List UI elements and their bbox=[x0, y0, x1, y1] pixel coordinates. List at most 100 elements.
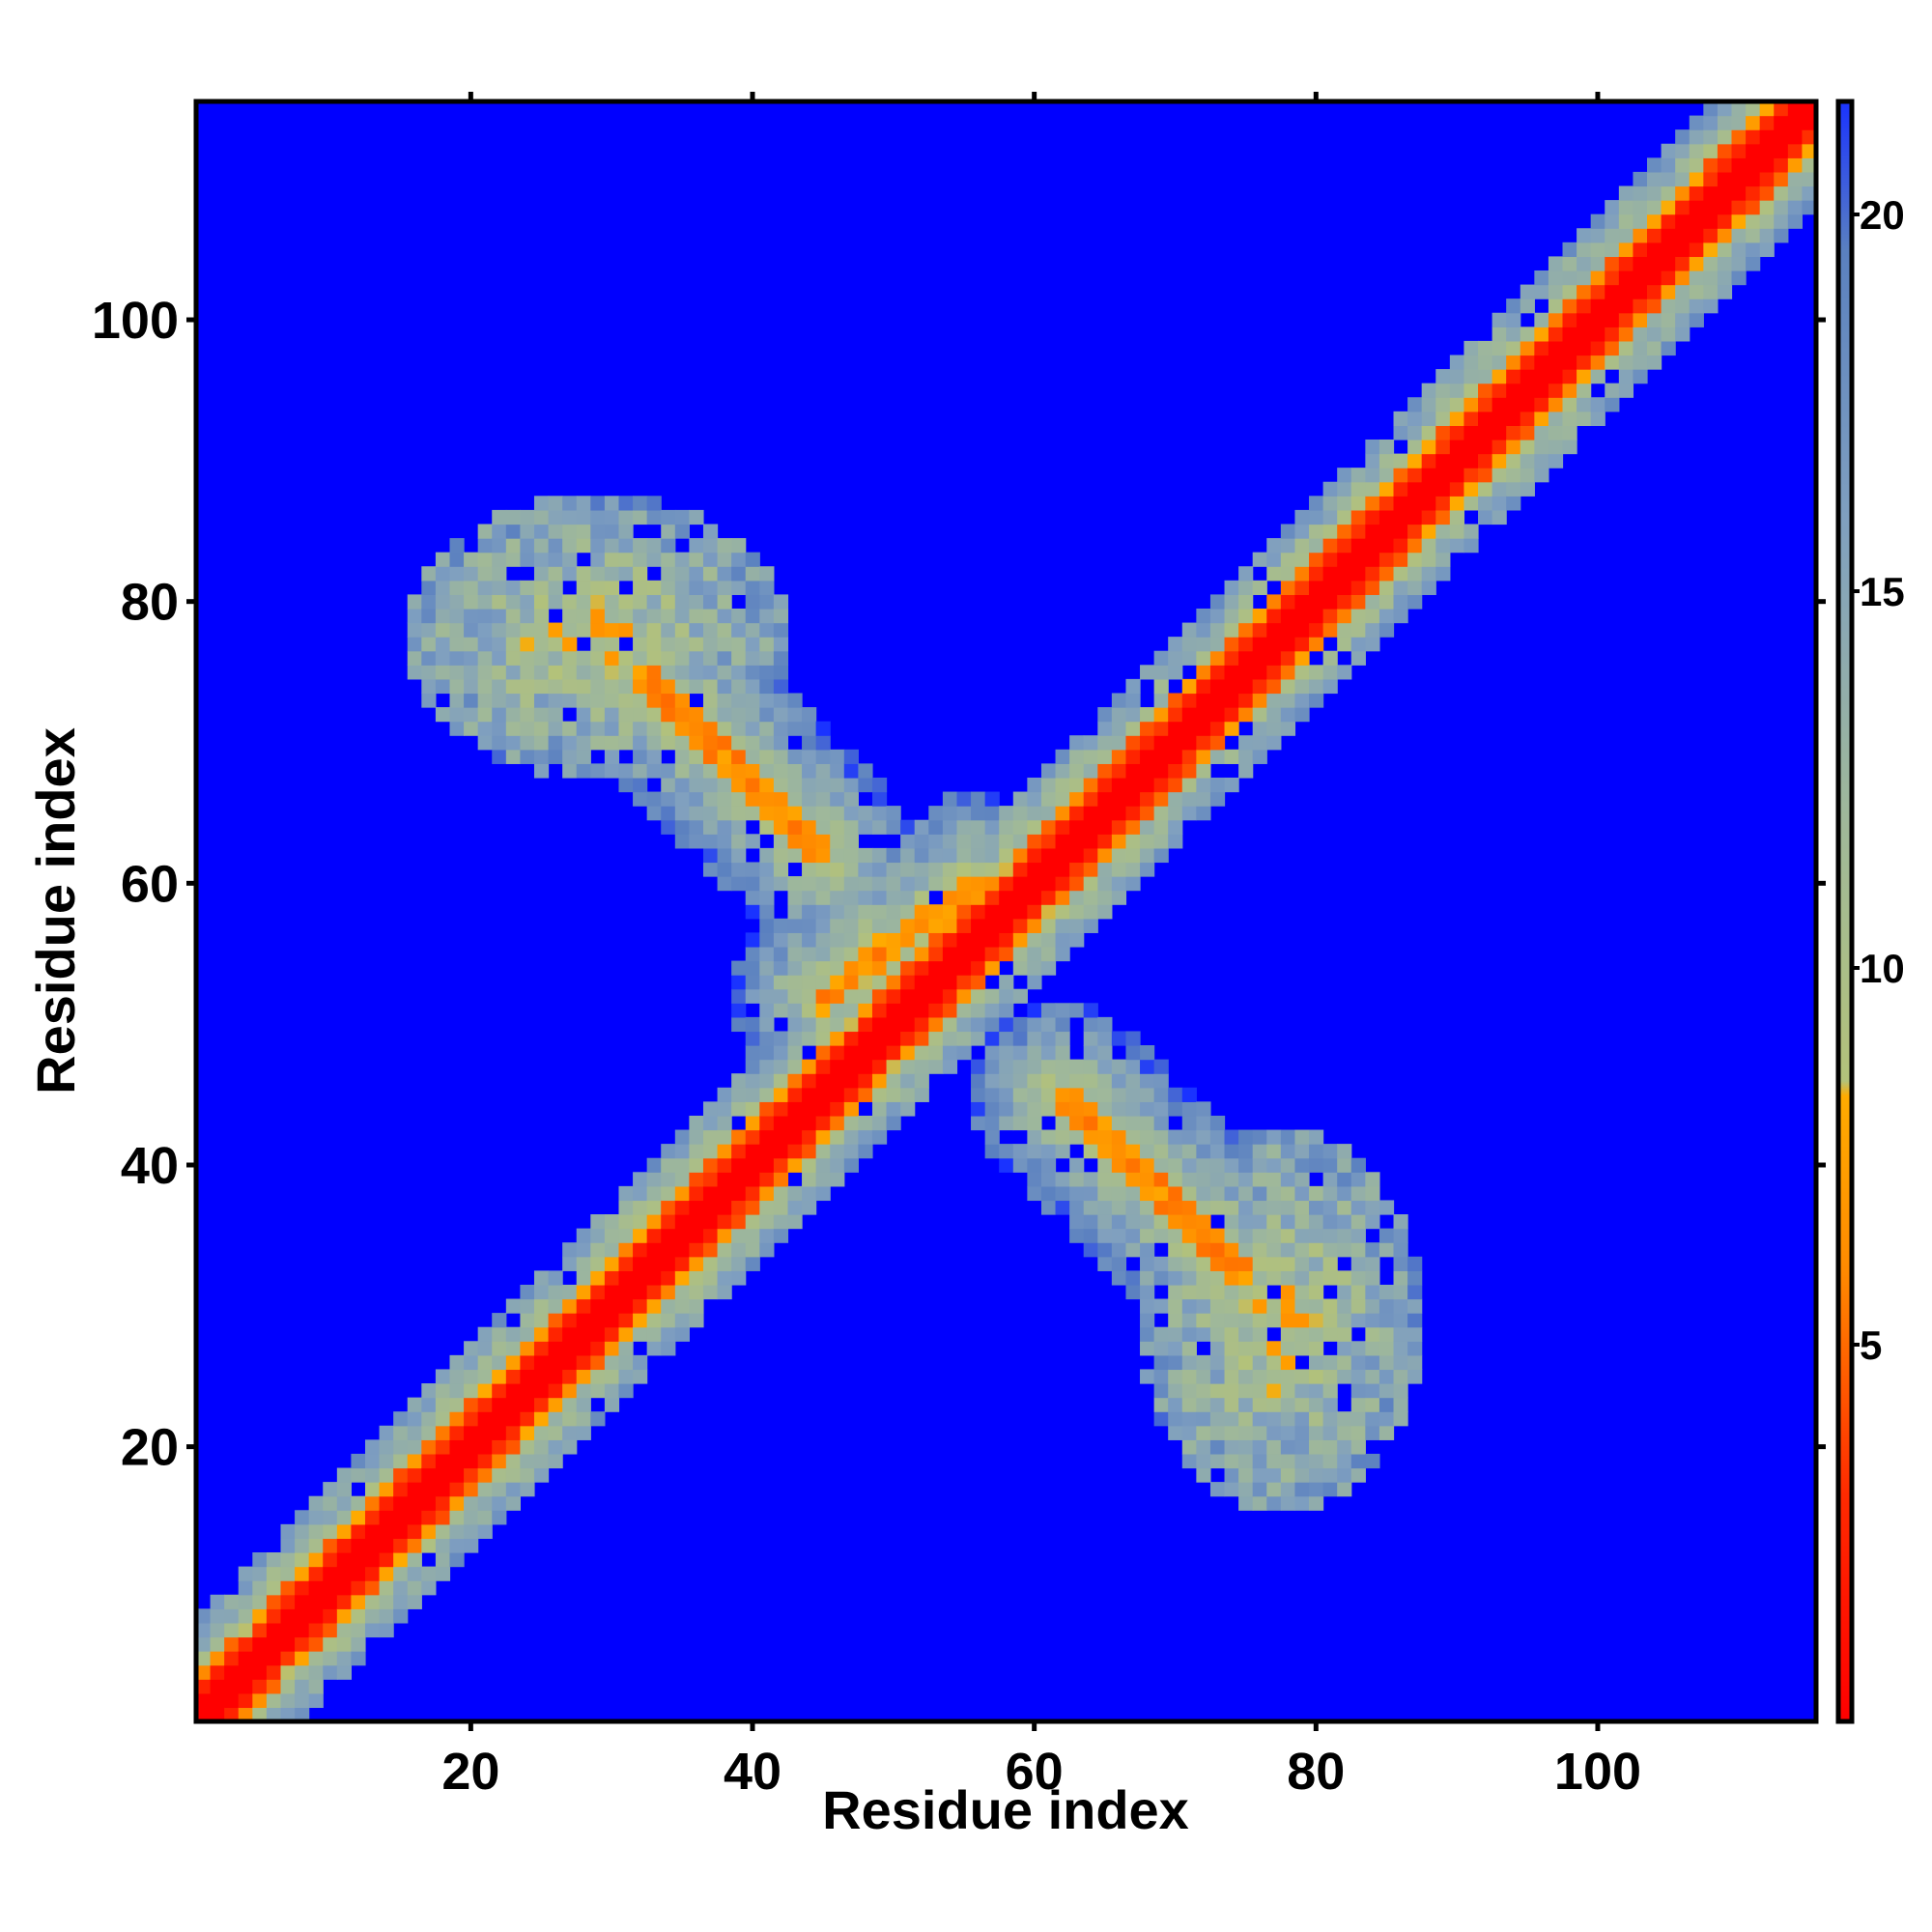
heatmap-cell bbox=[618, 650, 634, 666]
heatmap-cell bbox=[1647, 185, 1662, 201]
heatmap-cell bbox=[1506, 468, 1521, 483]
heatmap-cell bbox=[238, 1608, 253, 1624]
heatmap-cell bbox=[590, 552, 606, 567]
heatmap-cell bbox=[830, 1101, 845, 1117]
heatmap-cell bbox=[562, 650, 578, 666]
heatmap-cell bbox=[477, 1411, 493, 1427]
heatmap-cell bbox=[1209, 1200, 1226, 1215]
heatmap-cell bbox=[1294, 566, 1310, 582]
heatmap-cell bbox=[1153, 1087, 1169, 1102]
heatmap-cell bbox=[1506, 383, 1521, 398]
heatmap-cell bbox=[984, 1115, 1000, 1131]
heatmap-cell bbox=[449, 1552, 465, 1568]
heatmap-cell bbox=[702, 693, 719, 708]
heatmap-cell bbox=[702, 1256, 719, 1271]
heatmap-cell bbox=[731, 552, 747, 567]
heatmap-cell bbox=[1548, 340, 1564, 356]
heatmap-cell bbox=[646, 707, 662, 723]
heatmap-cell bbox=[1435, 481, 1451, 497]
heatmap-cell bbox=[717, 538, 732, 554]
heatmap-cell bbox=[633, 538, 648, 554]
heatmap-cell bbox=[1097, 1228, 1113, 1243]
heatmap-cell bbox=[802, 847, 817, 864]
heatmap-cell bbox=[1337, 1425, 1352, 1440]
heatmap-cell bbox=[646, 622, 662, 638]
heatmap-cell bbox=[1322, 496, 1338, 511]
heatmap-cell bbox=[1689, 213, 1704, 229]
heatmap-cell bbox=[1181, 1144, 1197, 1159]
heatmap-cell bbox=[492, 1397, 507, 1412]
heatmap-cell bbox=[1350, 538, 1366, 554]
heatmap-cell bbox=[1435, 453, 1451, 469]
heatmap-cell bbox=[618, 1383, 634, 1399]
heatmap-cell bbox=[533, 496, 550, 511]
heatmap-cell bbox=[1562, 298, 1577, 314]
heatmap-cell bbox=[407, 608, 422, 624]
heatmap-cell bbox=[1238, 665, 1254, 680]
heatmap-cell bbox=[674, 566, 690, 582]
heatmap-cell bbox=[843, 1157, 859, 1173]
heatmap-cell bbox=[1294, 650, 1310, 666]
heatmap-cell bbox=[505, 622, 521, 638]
heatmap-cell bbox=[1168, 721, 1183, 736]
heatmap-cell bbox=[604, 1313, 620, 1328]
heatmap-cell bbox=[759, 693, 775, 708]
heatmap-cell bbox=[1703, 157, 1719, 173]
heatmap-cell bbox=[674, 1284, 690, 1300]
heatmap-cell bbox=[477, 735, 493, 751]
heatmap-cell bbox=[1040, 1185, 1057, 1202]
heatmap-cell bbox=[464, 1453, 479, 1469]
heatmap-cell bbox=[1492, 369, 1507, 384]
heatmap-cell bbox=[674, 637, 690, 652]
heatmap-cell bbox=[308, 1580, 324, 1596]
heatmap-cell bbox=[1266, 1129, 1282, 1145]
heatmap-cell bbox=[576, 608, 591, 624]
heatmap-cell bbox=[1731, 171, 1747, 187]
heatmap-cell bbox=[1350, 552, 1366, 567]
heatmap-cell bbox=[1168, 650, 1183, 666]
heatmap-cell bbox=[562, 749, 578, 764]
heatmap-cell bbox=[421, 608, 437, 624]
heatmap-cell bbox=[787, 1016, 803, 1033]
heatmap-cell bbox=[1478, 411, 1493, 426]
heatmap-cell bbox=[1055, 1073, 1070, 1089]
heatmap-cell bbox=[1168, 693, 1183, 708]
heatmap-cell bbox=[1153, 707, 1169, 723]
heatmap-cell bbox=[942, 1059, 958, 1074]
heatmap-cell bbox=[1168, 637, 1183, 652]
heatmap-cell bbox=[1378, 509, 1395, 526]
heatmap-cell bbox=[787, 1115, 803, 1131]
heatmap-cell bbox=[1181, 721, 1197, 736]
heatmap-cell bbox=[1294, 1439, 1310, 1455]
heatmap-cell bbox=[984, 791, 1000, 807]
heatmap-cell bbox=[1224, 1482, 1239, 1497]
heatmap-cell bbox=[323, 1594, 338, 1609]
heatmap-cell bbox=[717, 735, 732, 751]
heatmap-cell bbox=[1322, 1439, 1338, 1455]
heatmap-cell bbox=[1365, 1298, 1380, 1314]
heatmap-cell bbox=[1393, 1214, 1408, 1230]
heatmap-cell bbox=[745, 678, 760, 695]
heatmap-cell bbox=[1069, 819, 1085, 835]
heatmap-cell bbox=[1746, 200, 1761, 215]
heatmap-cell bbox=[533, 1341, 550, 1356]
heatmap-cell bbox=[449, 1523, 465, 1540]
heatmap-cell bbox=[1322, 1313, 1338, 1328]
heatmap-cell bbox=[308, 1636, 324, 1652]
heatmap-cell bbox=[633, 1185, 648, 1202]
heatmap-cell bbox=[308, 1495, 324, 1511]
heatmap-cell bbox=[1675, 129, 1690, 145]
heatmap-cell bbox=[1322, 1326, 1338, 1342]
heatmap-cell bbox=[1759, 200, 1775, 215]
heatmap-cell bbox=[731, 862, 747, 877]
heatmap-cell bbox=[1407, 552, 1423, 567]
heatmap-cell bbox=[1365, 1242, 1380, 1258]
heatmap-cell bbox=[1224, 721, 1239, 736]
heatmap-cell bbox=[1605, 284, 1620, 299]
heatmap-cell bbox=[1577, 411, 1592, 426]
heatmap-cell bbox=[308, 1664, 324, 1680]
heatmap-cell bbox=[1252, 1284, 1267, 1300]
heatmap-cell bbox=[1069, 847, 1085, 864]
heatmap-cell bbox=[787, 1073, 803, 1089]
heatmap-cell bbox=[773, 819, 789, 835]
